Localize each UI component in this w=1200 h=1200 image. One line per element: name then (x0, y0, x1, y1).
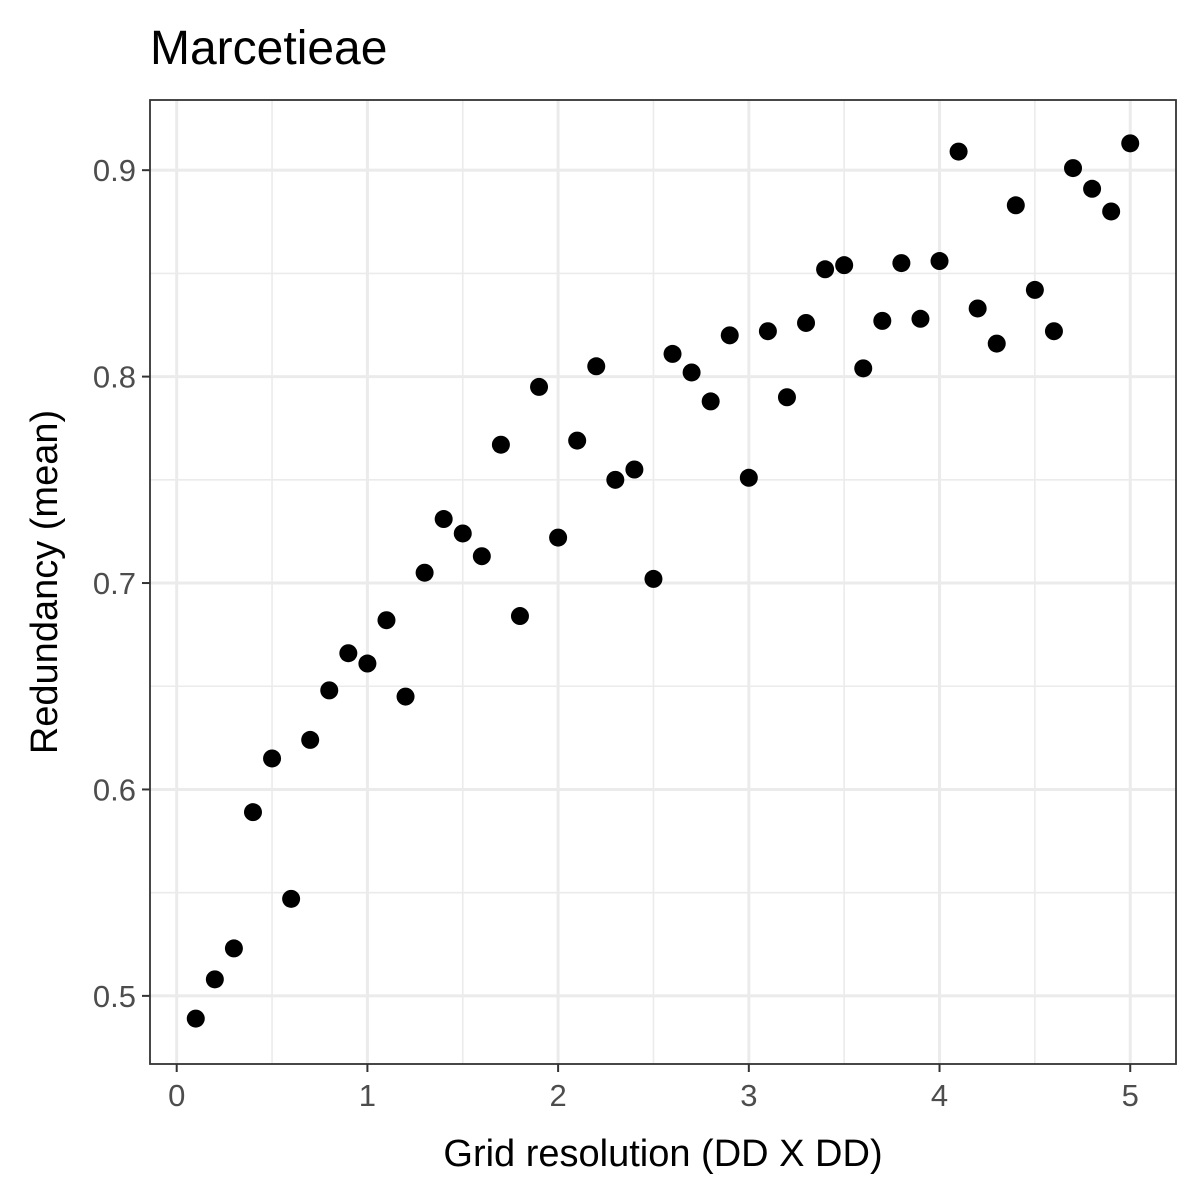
data-point (777, 388, 796, 407)
data-point (1064, 159, 1083, 178)
x-tick-label: 1 (359, 1078, 376, 1113)
data-point (930, 252, 949, 271)
chart-title: Marcetieae (150, 22, 387, 75)
data-point (224, 939, 243, 958)
data-point (682, 363, 701, 382)
data-point (1121, 134, 1140, 153)
data-point (205, 970, 224, 989)
data-point (701, 392, 720, 411)
data-point (911, 309, 930, 328)
data-point (835, 256, 854, 275)
data-point (854, 359, 873, 378)
data-point (758, 322, 777, 341)
x-tick-label: 3 (740, 1078, 757, 1113)
data-point (282, 889, 301, 908)
x-tick-label: 5 (1122, 1078, 1139, 1113)
y-tick-label: 0.8 (93, 360, 136, 395)
data-point (968, 299, 987, 318)
data-point (1083, 179, 1102, 198)
data-point (453, 524, 472, 543)
data-point (491, 435, 510, 454)
axis-ticks: 0 1 2 3 4 5 0.5 0.6 0.7 0.8 0.9 (93, 153, 1139, 1113)
x-tick-label: 2 (549, 1078, 566, 1113)
data-point (263, 749, 282, 768)
data-point (530, 377, 549, 396)
data-point (301, 730, 320, 749)
data-point (816, 260, 835, 279)
x-axis-title: Grid resolution (DD X DD) (443, 1133, 882, 1175)
data-point (663, 344, 682, 363)
data-point (549, 528, 568, 547)
data-point (320, 681, 339, 700)
x-tick-label: 0 (168, 1078, 185, 1113)
plot-panel-border (149, 99, 1177, 1065)
data-point (949, 142, 968, 161)
data-point (472, 547, 491, 566)
data-point (396, 687, 415, 706)
data-point (1102, 202, 1121, 221)
data-point (358, 654, 377, 673)
data-point (510, 607, 529, 626)
data-point (797, 313, 816, 332)
grid-lines (150, 100, 1176, 1064)
data-point (415, 563, 434, 582)
data-point (987, 334, 1006, 353)
data-point (644, 569, 663, 588)
data-point (377, 611, 396, 630)
data-point (892, 254, 911, 273)
y-tick-label: 0.7 (93, 566, 136, 601)
data-point (434, 510, 453, 529)
data-points (186, 134, 1140, 1028)
data-point (1006, 196, 1025, 215)
data-point (587, 357, 606, 376)
y-tick-label: 0.5 (93, 979, 136, 1014)
y-tick-label: 0.9 (93, 153, 136, 188)
data-point (606, 470, 625, 489)
data-point (720, 326, 739, 345)
data-point (1025, 280, 1044, 299)
data-point (1044, 322, 1063, 341)
y-axis-title: Redundancy (mean) (24, 410, 66, 754)
data-point (625, 460, 644, 479)
y-tick-label: 0.6 (93, 772, 136, 807)
data-point (243, 803, 262, 822)
x-tick-label: 4 (931, 1078, 948, 1113)
data-point (186, 1009, 205, 1028)
data-point (339, 644, 358, 663)
data-point (568, 431, 587, 450)
data-point (739, 468, 758, 487)
data-point (873, 311, 892, 330)
